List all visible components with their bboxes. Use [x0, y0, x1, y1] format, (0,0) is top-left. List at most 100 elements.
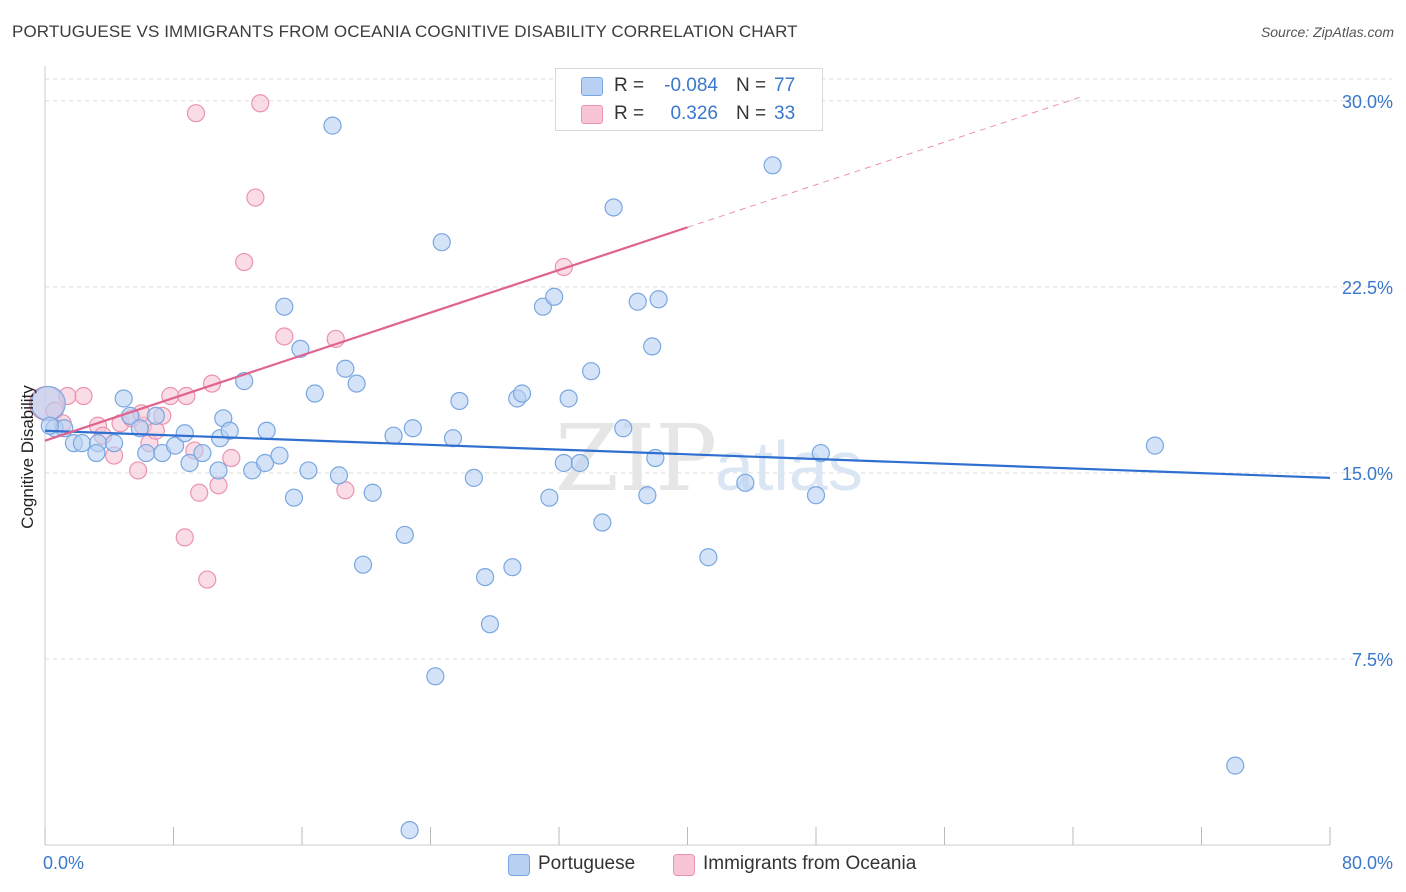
point-portuguese — [426, 667, 445, 686]
chart-title: PORTUGUESE VS IMMIGRANTS FROM OCEANIA CO… — [12, 22, 798, 41]
point-oceania — [190, 483, 209, 502]
point-oceania — [202, 374, 222, 393]
point-portuguese — [476, 567, 495, 587]
point-portuguese — [503, 558, 522, 577]
legend-r-label: R = — [614, 103, 645, 124]
point-portuguese — [464, 468, 483, 487]
point-portuguese — [395, 525, 414, 545]
axes — [44, 66, 1331, 846]
point-portuguese — [628, 292, 647, 311]
legend-r-value: -0.084 — [664, 75, 718, 96]
point-portuguese — [329, 466, 349, 485]
x-tick-label: 80.0% — [1342, 853, 1393, 873]
point-oceania — [275, 327, 294, 346]
point-portuguese — [104, 434, 124, 453]
point-portuguese — [209, 461, 228, 480]
point-portuguese — [643, 337, 662, 356]
point-portuguese — [347, 374, 366, 393]
point-portuguese — [545, 287, 564, 306]
y-tick-label: 30.0% — [1342, 92, 1393, 112]
point-portuguese — [1145, 436, 1165, 455]
series-legend: Portuguese Immigrants from Oceania — [0, 853, 1406, 877]
source-note: Source: ZipAtlas.com — [1260, 24, 1394, 40]
point-portuguese — [480, 615, 500, 634]
point-portuguese — [275, 297, 294, 316]
point-portuguese — [166, 436, 185, 455]
legend-swatch-portuguese — [508, 854, 530, 876]
point-portuguese — [175, 424, 194, 443]
point-oceania — [198, 570, 217, 589]
point-portuguese — [353, 555, 373, 574]
y-tick-label: 22.5% — [1342, 278, 1393, 298]
point-portuguese — [593, 513, 612, 532]
point-portuguese — [257, 421, 276, 440]
point-portuguese — [270, 446, 289, 465]
watermark-atlas: atlas — [715, 427, 863, 505]
legend-row-oceania: R = 0.326 N = 33 — [556, 101, 822, 127]
point-oceania — [175, 528, 194, 547]
legend-n-value: 33 — [774, 103, 796, 124]
point-portuguese — [1226, 756, 1245, 775]
x-tick-label: 0.0% — [43, 853, 84, 873]
tick-labels: 7.5% 15.0% 22.5% 30.0% 0.0% 80.0% — [43, 92, 1393, 873]
point-portuguese — [336, 359, 355, 378]
point-portuguese — [582, 362, 601, 381]
point-portuguese — [130, 419, 149, 438]
point-portuguese — [559, 389, 578, 408]
point-portuguese — [432, 233, 451, 252]
point-portuguese — [811, 443, 830, 463]
point-portuguese — [284, 488, 304, 507]
legend-r-value: 0.326 — [670, 103, 718, 124]
trend-line-portuguese — [44, 429, 1331, 479]
point-oceania — [235, 252, 254, 272]
point-portuguese — [180, 453, 199, 473]
point-portuguese — [400, 821, 419, 840]
point-oceania — [251, 94, 270, 113]
point-portuguese — [305, 384, 324, 403]
legend-r-label: R = — [614, 75, 645, 96]
point-oceania — [222, 448, 241, 468]
point-portuguese — [649, 290, 668, 309]
point-oceania — [74, 386, 93, 406]
point-portuguese — [384, 426, 403, 445]
watermark: ZIP atlas — [555, 405, 863, 512]
point-portuguese — [512, 384, 532, 403]
point-oceania — [246, 188, 265, 207]
legend-label-portuguese: Portuguese — [538, 853, 636, 874]
point-portuguese — [443, 429, 463, 448]
point-portuguese — [614, 419, 633, 438]
legend-row-portuguese: R = -0.084 N = 77 — [556, 73, 822, 99]
trend-lines — [44, 95, 1331, 479]
y-tick-label: 7.5% — [1352, 650, 1393, 670]
point-portuguese — [255, 453, 275, 473]
legend-swatch-portuguese — [581, 77, 603, 96]
point-portuguese — [220, 421, 239, 440]
trend-line-oceania-extension — [687, 95, 1085, 228]
legend-swatch-oceania — [673, 854, 695, 876]
point-portuguese — [736, 473, 755, 492]
point-portuguese — [806, 486, 826, 505]
point-portuguese — [450, 391, 469, 411]
point-portuguese — [638, 486, 657, 505]
point-portuguese — [363, 483, 382, 502]
point-portuguese — [403, 419, 422, 438]
y-axis-title: Cognitive Disability — [18, 385, 37, 529]
point-portuguese — [146, 406, 165, 425]
point-portuguese — [87, 443, 106, 463]
point-portuguese — [763, 156, 782, 175]
point-portuguese — [323, 116, 342, 135]
legend-swatch-oceania — [581, 105, 603, 124]
point-oceania — [129, 461, 148, 480]
point-portuguese — [604, 198, 623, 217]
legend-n-label: N = — [736, 75, 767, 96]
point-portuguese — [114, 389, 133, 408]
trend-line-oceania — [44, 226, 688, 442]
correlation-legend: R = -0.084 N = 77 R = 0.326 N = 33 — [555, 68, 823, 131]
point-portuguese — [554, 453, 573, 473]
point-portuguese — [291, 339, 310, 358]
point-portuguese — [570, 453, 589, 473]
point-oceania — [186, 104, 206, 123]
point-portuguese — [193, 443, 212, 463]
y-tick-label: 15.0% — [1342, 464, 1393, 484]
